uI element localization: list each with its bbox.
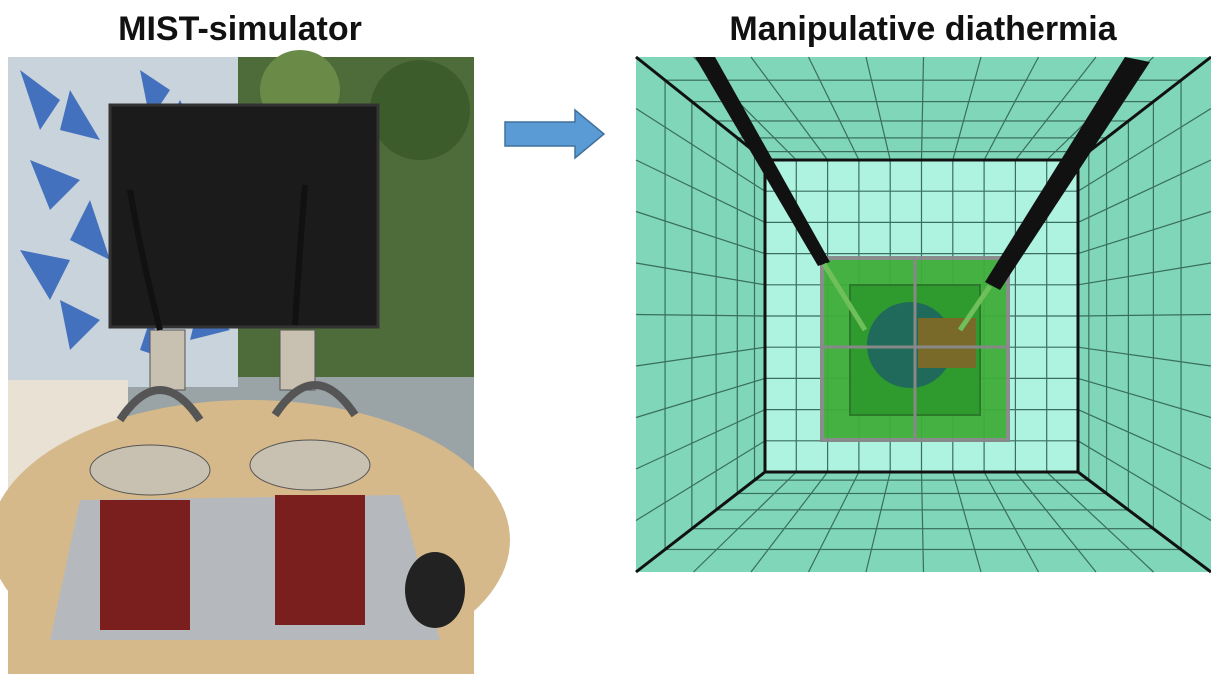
left-title: MIST-simulator — [118, 10, 362, 48]
figure: MIST-simulator Manipulative diathermia — [0, 0, 1211, 674]
target — [918, 318, 976, 368]
diathermia-render — [636, 57, 1211, 572]
simulator-photo — [0, 50, 510, 674]
right-title: Manipulative diathermia — [729, 10, 1117, 48]
page: MIST-simulator Manipulative diathermia — [0, 0, 1211, 674]
arrow — [505, 110, 604, 158]
